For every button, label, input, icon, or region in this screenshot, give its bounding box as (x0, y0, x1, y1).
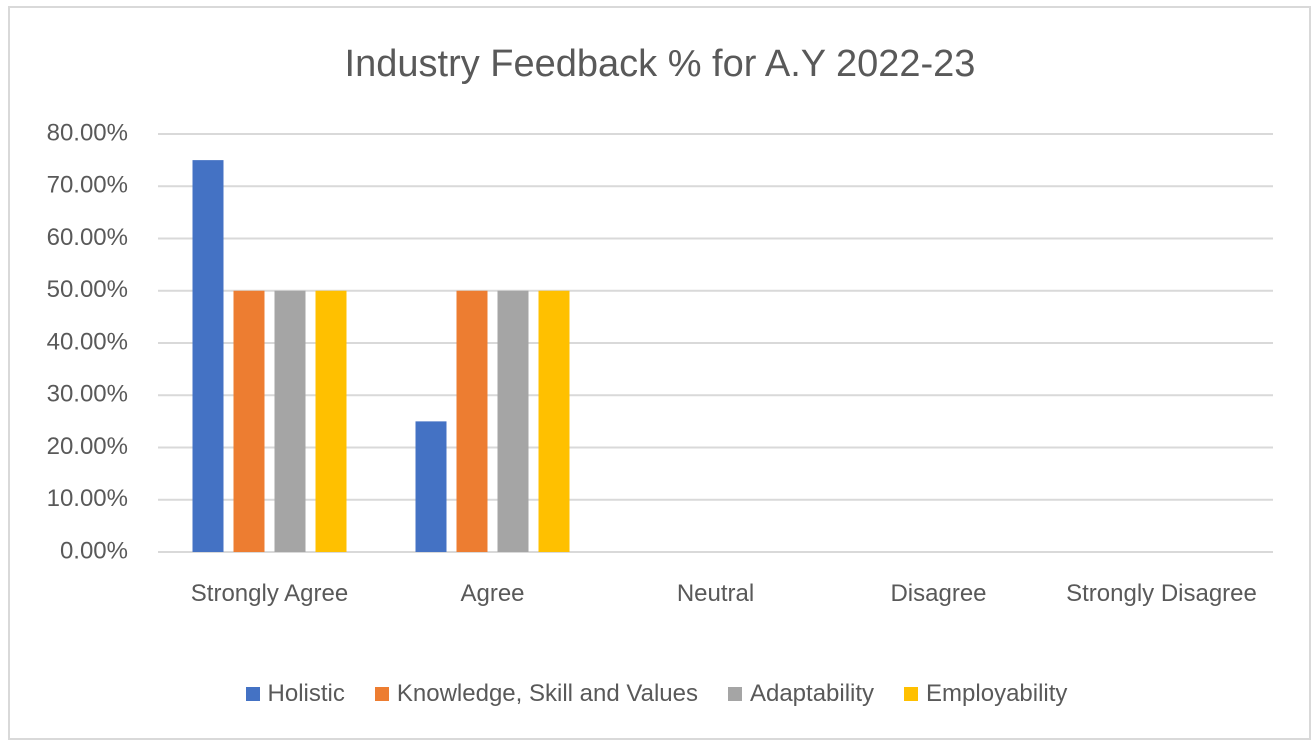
y-tick-label: 20.00% (47, 433, 128, 460)
legend-label: Employability (926, 680, 1068, 707)
y-tick-label: 40.00% (47, 328, 128, 355)
legend-item: Knowledge, Skill and Values (374, 680, 698, 708)
legend-label: Holistic (267, 680, 345, 707)
legend-item: Adaptability (727, 680, 875, 708)
bar (274, 290, 306, 552)
legend-swatch (374, 687, 389, 701)
chart-title: Industry Feedback % for A.Y 2022-23 (345, 43, 976, 85)
legend-label: Adaptability (749, 680, 875, 707)
bar (538, 290, 570, 552)
y-tick-label: 60.00% (47, 224, 128, 251)
y-tick-label: 30.00% (47, 381, 128, 408)
legend-swatch (904, 687, 919, 701)
y-tick-label: 0.00% (60, 537, 128, 564)
legend-swatch (727, 687, 742, 701)
y-tick-label: 10.00% (47, 485, 128, 512)
bar (456, 290, 488, 552)
bar (415, 421, 447, 552)
bar (233, 290, 265, 552)
legend-label: Knowledge, Skill and Values (396, 680, 698, 707)
x-tick-label: Strongly Agree (190, 580, 349, 607)
x-tick-label: Neutral (676, 580, 755, 607)
bar (497, 290, 529, 552)
legend-item: Employability (904, 680, 1067, 708)
chart-frame (8, 6, 1311, 740)
bar (192, 160, 224, 552)
x-tick-label: Agree (460, 580, 525, 607)
legend-swatch (245, 687, 260, 701)
legend-item: Holistic (245, 680, 345, 708)
y-tick-label: 50.00% (47, 276, 128, 303)
y-tick-label: 80.00% (47, 119, 128, 146)
x-tick-label: Strongly Disagree (1066, 580, 1257, 607)
y-tick-label: 70.00% (47, 172, 128, 199)
bar (315, 290, 347, 552)
x-tick-label: Disagree (890, 580, 987, 607)
legend: Holistic Knowledge, Skill and Values Adapt… (0, 680, 1313, 708)
